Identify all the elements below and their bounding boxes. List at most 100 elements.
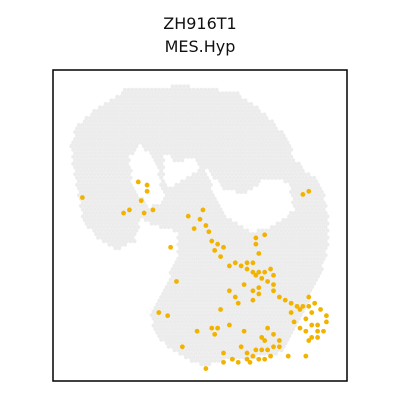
tissue-spot xyxy=(122,94,127,99)
tissue-spot xyxy=(214,151,219,156)
tissue-spot xyxy=(130,122,135,128)
tissue-spot xyxy=(203,277,208,282)
tissue-spot xyxy=(237,151,242,156)
tissue-spot xyxy=(300,175,305,180)
tissue-spot xyxy=(285,168,290,173)
tissue-spot xyxy=(130,235,135,240)
tissue-spot xyxy=(189,210,194,216)
tissue-spot xyxy=(283,333,288,339)
tissue-spot xyxy=(90,140,95,145)
tissue-spot xyxy=(172,87,177,92)
tissue-spot xyxy=(75,161,80,166)
tissue-spot xyxy=(313,200,319,205)
tissue-spot xyxy=(193,105,198,110)
tissue-spot xyxy=(187,242,192,247)
tissue-spot xyxy=(311,196,317,202)
tissue-spot xyxy=(178,246,183,251)
tissue-spot xyxy=(235,105,240,110)
tissue-spot xyxy=(245,341,250,346)
tissue-spot xyxy=(260,249,265,254)
tissue-spot xyxy=(183,200,189,205)
tissue-spot xyxy=(176,144,181,149)
tissue-spot xyxy=(170,98,175,103)
tissue-spot xyxy=(311,182,317,187)
tissue-spot xyxy=(247,105,252,110)
highlighted-spots-layer xyxy=(80,179,329,371)
tissue-spot xyxy=(256,144,261,149)
tissue-spot xyxy=(166,344,171,349)
tissue-spot xyxy=(103,129,108,135)
highlighted-spot xyxy=(244,260,250,266)
tissue-spot xyxy=(166,330,171,335)
tissue-spot xyxy=(245,305,250,311)
tissue-spot xyxy=(225,305,231,311)
tissue-spot xyxy=(310,186,315,191)
tissue-spot xyxy=(199,270,204,275)
tissue-spot xyxy=(243,309,248,314)
tissue-spot xyxy=(279,348,284,353)
tissue-spot xyxy=(115,108,120,114)
tissue-spot xyxy=(182,246,187,251)
tissue-spot xyxy=(252,256,257,261)
tissue-spot xyxy=(310,193,315,198)
tissue-spot xyxy=(275,326,280,332)
tissue-spot xyxy=(172,291,177,296)
tissue-spot xyxy=(206,242,212,247)
tissue-spot xyxy=(206,158,212,163)
tissue-spot xyxy=(103,151,108,156)
tissue-spot xyxy=(157,298,162,304)
tissue-spot xyxy=(304,239,309,244)
tissue-spot xyxy=(170,295,175,300)
tissue-spot xyxy=(155,203,160,209)
tissue-spot xyxy=(201,98,206,103)
tissue-spot xyxy=(231,161,236,166)
tissue-spot xyxy=(189,309,194,314)
tissue-spot xyxy=(176,94,181,99)
tissue-spot xyxy=(321,235,326,240)
tissue-spot xyxy=(168,151,173,156)
tissue-spot xyxy=(204,133,210,138)
tissue-spot xyxy=(92,193,97,198)
tissue-spot xyxy=(172,221,177,226)
tissue-spot xyxy=(101,154,106,159)
tissue-spot xyxy=(189,91,194,96)
tissue-spot xyxy=(206,333,212,339)
tissue-spot xyxy=(197,126,202,131)
tissue-spot xyxy=(201,309,206,314)
tissue-spot xyxy=(285,281,290,286)
tissue-spot xyxy=(111,158,116,163)
tissue-spot xyxy=(300,295,305,300)
tissue-spot xyxy=(134,228,139,233)
tissue-spot xyxy=(235,126,240,131)
tissue-spot xyxy=(266,239,271,244)
tissue-spot xyxy=(208,309,213,314)
tissue-spot xyxy=(321,193,326,198)
tissue-spot xyxy=(117,231,122,237)
tissue-spot xyxy=(302,277,307,282)
tissue-spot xyxy=(321,207,326,212)
tissue-spot xyxy=(227,147,233,152)
tissue-spot xyxy=(271,312,277,318)
tissue-spot xyxy=(174,260,179,265)
tissue-spot xyxy=(227,344,233,349)
tissue-spot xyxy=(109,210,114,216)
tissue-spot xyxy=(82,119,87,124)
tissue-spot xyxy=(233,144,238,149)
tissue-spot xyxy=(75,168,80,173)
tissue-spot xyxy=(212,295,217,300)
tissue-spot xyxy=(304,196,309,202)
tissue-spot xyxy=(308,203,313,209)
tissue-spot xyxy=(294,200,299,205)
tissue-spot xyxy=(235,344,240,349)
tissue-spot xyxy=(294,193,299,198)
tissue-spot xyxy=(229,186,234,191)
tissue-spot xyxy=(204,288,210,293)
tissue-spot xyxy=(161,115,166,121)
tissue-spot xyxy=(229,221,234,226)
tissue-spot xyxy=(84,137,89,142)
tissue-spot xyxy=(94,147,99,152)
tissue-spot xyxy=(164,122,170,128)
tissue-spot xyxy=(124,112,129,117)
tissue-spot xyxy=(233,341,238,346)
tissue-spot xyxy=(103,122,108,128)
